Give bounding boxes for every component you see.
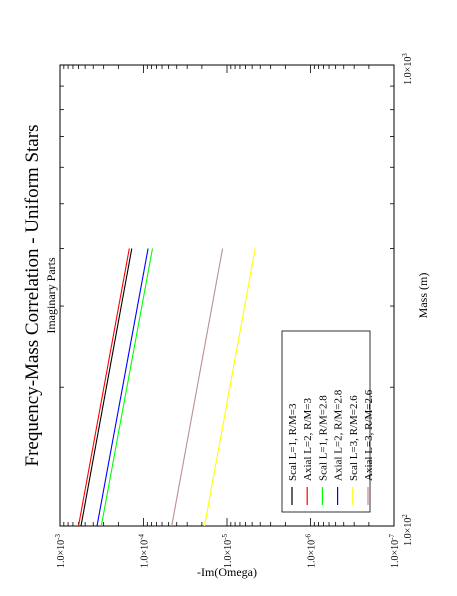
x-tick-label-mantissa: 1.0×10 xyxy=(403,518,414,546)
major-ticks xyxy=(59,64,395,527)
y-tick-label: 1.0×10-7 xyxy=(388,534,401,568)
y-tick-labels: 1.0×10-31.0×10-41.0×10-51.0×10-61.0×10-7 xyxy=(54,534,401,568)
series-lines xyxy=(77,248,256,527)
y-tick-label-mantissa: 1.0×10 xyxy=(140,540,151,568)
series-line-2 xyxy=(77,248,130,527)
x-tick-label: 1.0×102 xyxy=(401,514,414,546)
legend-label-1: Scal L=1, R/M=3 xyxy=(287,403,299,481)
y-tick-label-exponent: -4 xyxy=(138,534,146,540)
minor-ticks xyxy=(60,65,394,526)
y-tick-label: 1.0×10-3 xyxy=(54,534,67,568)
legend-items: Scal L=1, R/M=3 Axial L=2, R/M=3 Scal L=1,… xyxy=(287,389,375,505)
series-line-6 xyxy=(171,248,224,527)
chart-subtitle: Imaginary Parts xyxy=(44,257,58,334)
y-tick-label-mantissa: 1.0×10 xyxy=(223,540,234,568)
x-axis-label: Mass (m) xyxy=(416,273,430,319)
y-tick-label-exponent: -5 xyxy=(221,534,229,540)
y-tick-label: 1.0×10-6 xyxy=(305,534,318,568)
y-tick-label-mantissa: 1.0×10 xyxy=(307,540,318,568)
legend-label-3: Scal L=1, R/M=2.8 xyxy=(317,395,329,481)
x-tick-label-exponent: 3 xyxy=(401,53,409,57)
legend-label-6: Axial L=3, R/M=2.6 xyxy=(363,389,375,481)
legend-label-5: Scal L=3, R/M=2.6 xyxy=(348,395,360,481)
x-tick-label-exponent: 2 xyxy=(401,514,409,518)
plot-area xyxy=(59,64,395,527)
series-line-4 xyxy=(96,248,149,527)
y-axis-label: -Im(Omega) xyxy=(197,565,257,579)
legend-box xyxy=(281,330,371,513)
y-tick-label-mantissa: 1.0×10 xyxy=(56,540,67,568)
legend-label-4: Axial L=2, R/M=2.8 xyxy=(333,389,345,481)
series-line-3 xyxy=(100,248,154,527)
legend: Scal L=1, R/M=3 Axial L=2, R/M=3 Scal L=1,… xyxy=(281,330,375,513)
x-tick-label: 1.0×103 xyxy=(401,53,414,85)
legend-label-2: Axial L=2, R/M=3 xyxy=(302,398,314,481)
y-tick-label: 1.0×10-5 xyxy=(221,534,234,568)
x-tick-label-mantissa: 1.0×10 xyxy=(403,57,414,85)
y-tick-label-mantissa: 1.0×10 xyxy=(390,540,401,568)
y-tick-label-exponent: -3 xyxy=(54,534,62,540)
y-tick-label-exponent: -7 xyxy=(388,534,396,540)
y-tick-label: 1.0×10-4 xyxy=(138,534,151,568)
series-line-5 xyxy=(203,248,256,527)
chart-title: Frequency-Mass Correlation - Uniform Sta… xyxy=(22,125,43,467)
series-line-1 xyxy=(80,248,133,527)
y-tick-label-exponent: -6 xyxy=(305,534,313,540)
